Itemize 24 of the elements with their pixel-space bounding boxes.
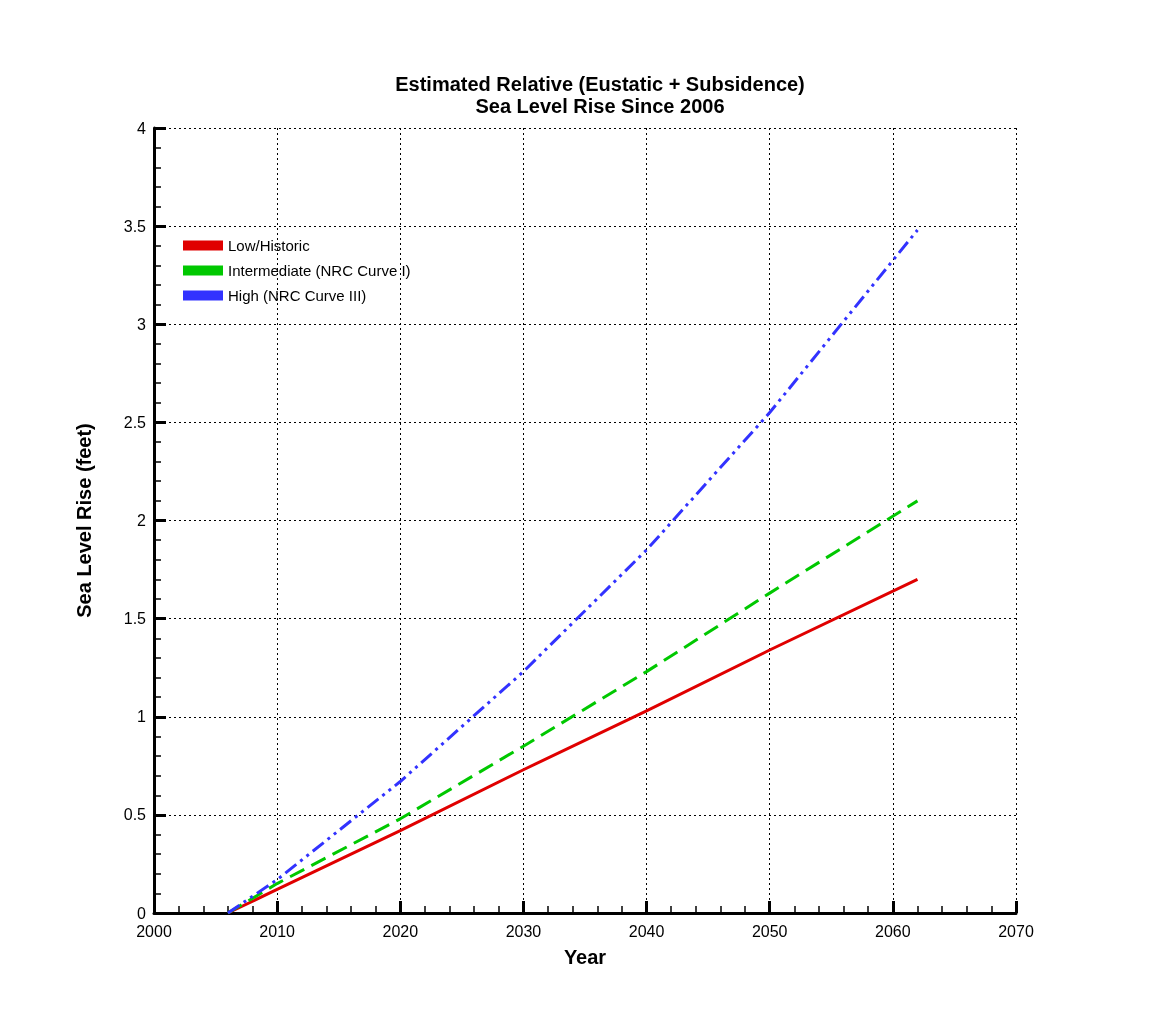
y-axis-title: Sea Level Rise (feet) <box>73 423 95 618</box>
y-tick-label: 3 <box>137 315 147 333</box>
legend-label: Low/Historic <box>228 237 311 254</box>
y-tick-label: 4 <box>137 119 147 137</box>
y-tick-label: 3.5 <box>123 217 147 235</box>
x-tick-label: 2000 <box>136 922 172 940</box>
x-tick-label: 2070 <box>998 922 1034 940</box>
y-tick-label: 0.5 <box>123 806 147 824</box>
y-tick-label: 1 <box>137 708 147 726</box>
x-tick-label: 2050 <box>751 922 788 940</box>
x-tick-label: 2060 <box>875 922 911 940</box>
y-tick-label: 0 <box>137 904 147 922</box>
x-tick-label: 2040 <box>628 922 665 940</box>
chart-title: Estimated Relative (Eustatic + Subsidence) Sea Level Rise Since 2006 <box>395 73 805 117</box>
legend-label: Intermediate (NRC Curve I) <box>228 262 411 279</box>
y-tick-label: 2.5 <box>123 413 147 431</box>
x-axis-title: Year <box>563 946 607 968</box>
x-tick-label: 2010 <box>259 922 296 940</box>
y-tick-label: 1.5 <box>123 610 147 628</box>
x-tick-label: 2030 <box>505 922 542 940</box>
legend-label: High (NRC Curve III) <box>228 287 367 304</box>
y-tick-label: 2 <box>137 512 147 529</box>
x-tick-label: 2020 <box>382 922 419 940</box>
line-series <box>226 228 919 915</box>
